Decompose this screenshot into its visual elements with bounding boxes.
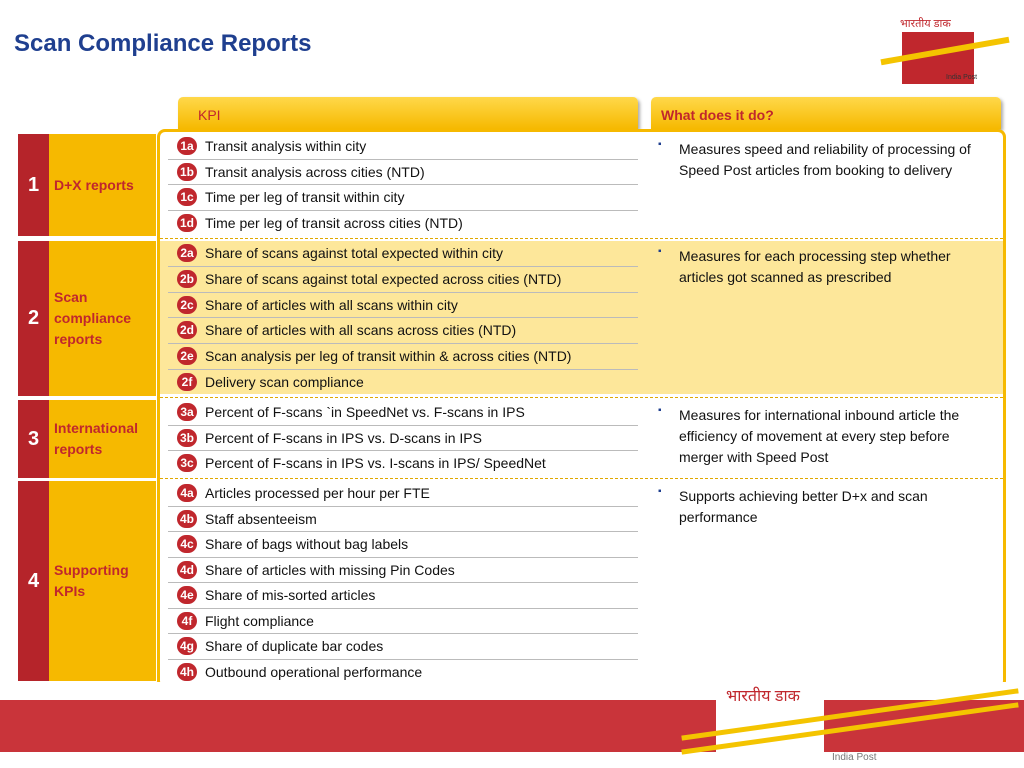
logo-english: India Post — [946, 74, 978, 81]
group-name-cell: D+X reports — [49, 134, 156, 236]
group-number-cell: 1 — [18, 134, 49, 236]
description: Measures for international inbound artic… — [679, 407, 960, 465]
item-code: 4a — [177, 484, 197, 502]
row-separator — [168, 556, 638, 558]
group-name-cell: Supporting KPIs — [49, 481, 156, 681]
group-number-cell: 4 — [18, 481, 49, 681]
group-divider — [160, 478, 1003, 479]
row-separator — [168, 424, 638, 426]
item-code: 4c — [177, 535, 197, 553]
group-number-cell: 2 — [18, 241, 49, 396]
row-separator — [168, 582, 638, 583]
row-separator — [168, 633, 638, 634]
row-separator — [168, 291, 638, 293]
item-text: Share of articles with all scans within … — [205, 296, 458, 313]
item-text: Percent of F-scans in IPS vs. D-scans in… — [205, 429, 482, 446]
item-text: Staff absenteeism — [205, 510, 317, 527]
item-code: 1d — [177, 214, 197, 233]
footer-logo-hindi: भारतीय डाक — [726, 688, 800, 705]
item-code: 4h — [177, 662, 197, 681]
item-code: 3c — [177, 454, 197, 473]
group-number-cell: 3 — [18, 400, 49, 478]
row-separator — [168, 505, 638, 507]
row-separator — [168, 317, 638, 319]
group-name-cell: International reports — [49, 400, 156, 478]
item-text: Share of scans against total expected wi… — [205, 245, 504, 261]
bullet: ▪ — [658, 246, 662, 257]
item-code: 1c — [177, 188, 197, 207]
item-text: Transit analysis within city — [205, 138, 367, 154]
kpi-header-text: KPI — [198, 107, 221, 123]
item-code: 4g — [177, 637, 197, 655]
item-code: 2e — [177, 347, 197, 366]
item-text: Outbound operational performance — [205, 663, 423, 680]
item-text: Scan analysis per leg of transit within … — [205, 348, 572, 365]
item-text: Share of articles with all scans across … — [205, 322, 517, 339]
item-code: 4e — [177, 586, 197, 604]
item-code: 3a — [177, 403, 197, 421]
description: Measures for each processing step whethe… — [679, 248, 951, 285]
bullet: ▪ — [658, 139, 662, 150]
item-text: Percent of F-scans in IPS vs. I-scans in… — [205, 455, 546, 472]
item-code: 4d — [177, 560, 197, 579]
bullet: ▪ — [658, 405, 662, 416]
item-code: 2a — [177, 244, 197, 262]
row-separator — [168, 531, 638, 532]
row-separator — [168, 607, 638, 609]
item-text: Share of mis-sorted articles — [205, 587, 376, 603]
slide-title: Scan Compliance Reports — [14, 30, 312, 57]
footer: भारतीय डाक India Post — [0, 682, 1024, 768]
what-header-text: What does it do? — [661, 107, 774, 123]
item-text: Time per leg of transit within city — [205, 189, 405, 206]
logo-hindi: भारतीय डाक — [900, 18, 951, 30]
row-separator — [168, 184, 638, 186]
item-code: 2c — [177, 295, 197, 314]
footer-logo-english: India Post — [832, 752, 877, 763]
item-code: 1a — [177, 137, 197, 155]
item-code: 3b — [177, 428, 197, 447]
item-code: 2d — [177, 321, 197, 340]
what-header: What does it do? — [651, 97, 1001, 129]
item-code: 2b — [177, 269, 197, 288]
item-text: Flight compliance — [205, 612, 314, 629]
item-code: 2f — [177, 373, 197, 391]
description: Measures speed and reliability of proces… — [679, 141, 971, 178]
row-separator — [168, 343, 638, 345]
item-text: Share of scans against total expected ac… — [205, 270, 562, 287]
item-code: 4b — [177, 509, 197, 528]
kpi-header: KPI — [178, 97, 638, 129]
row-separator — [168, 158, 638, 160]
logo: भारतीय डाक India Post — [880, 12, 1010, 84]
row-separator — [168, 265, 638, 267]
content-box — [157, 129, 1006, 689]
row-separator — [168, 210, 638, 212]
item-text: Percent of F-scans `in SpeedNet vs. F-sc… — [205, 404, 525, 420]
item-code: 1b — [177, 162, 197, 181]
item-code: 4f — [177, 611, 197, 630]
row-separator — [168, 450, 638, 452]
item-text: Articles processed per hour per FTE — [205, 485, 430, 501]
row-separator — [168, 658, 638, 660]
bullet: ▪ — [658, 486, 662, 497]
description: Supports achieving better D+x and scan p… — [679, 488, 928, 525]
item-text: Delivery scan compliance — [205, 374, 364, 390]
group-divider — [160, 238, 1003, 239]
item-text: Time per leg of transit across cities (N… — [205, 215, 463, 232]
item-text: Share of duplicate bar codes — [205, 638, 384, 654]
group-divider — [160, 397, 1003, 398]
item-text: Share of articles with missing Pin Codes — [205, 561, 455, 578]
group-name-cell: Scan compliance reports — [49, 241, 156, 396]
item-text: Transit analysis across cities (NTD) — [205, 163, 425, 180]
item-text: Share of bags without bag labels — [205, 536, 409, 552]
row-separator — [168, 369, 638, 370]
